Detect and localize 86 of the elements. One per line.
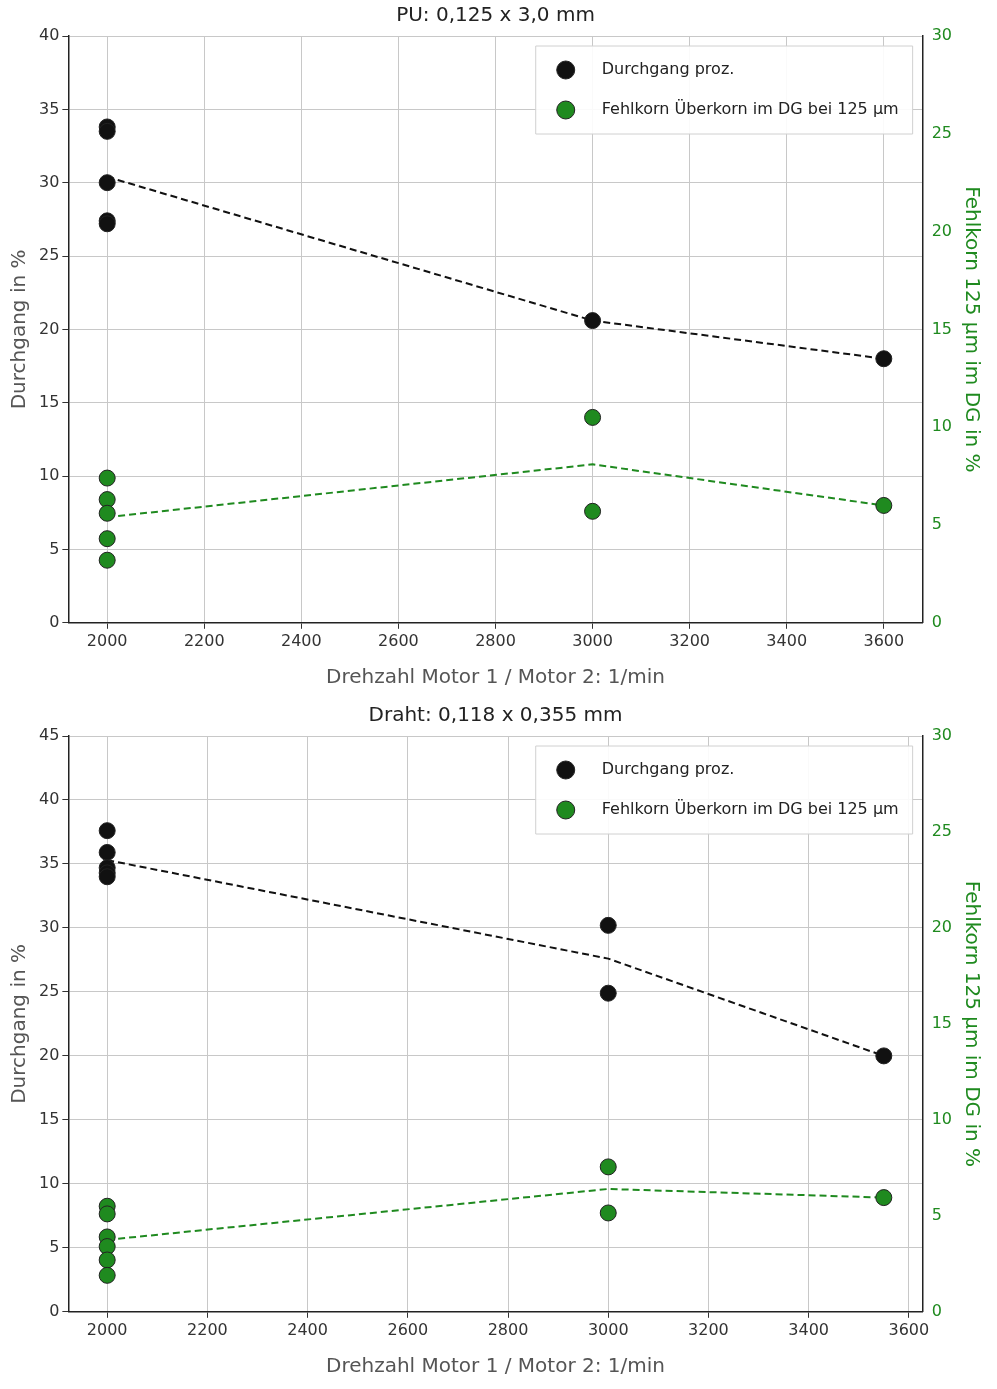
x-tick-label: 2800 <box>487 1319 529 1339</box>
x-tick-label: 3200 <box>669 630 711 650</box>
y-tick-label: 20 <box>39 1045 60 1065</box>
x-tick-label: 2200 <box>183 630 225 650</box>
point <box>98 469 116 487</box>
y-tick-label: 5 <box>49 538 60 558</box>
y2-tick-label: 25 <box>931 122 952 142</box>
point <box>599 1158 617 1176</box>
point <box>584 408 602 426</box>
y2-tick-label: 25 <box>931 821 952 841</box>
point <box>98 174 116 192</box>
y-tick-label: 25 <box>39 981 60 1001</box>
y-tick-label: 15 <box>39 391 60 411</box>
x-tick-label: 2800 <box>475 630 516 650</box>
y-tick-label: 30 <box>39 171 60 191</box>
point <box>599 984 617 1002</box>
legend-label: Fehlkorn Überkorn im DG bei 125 μm <box>601 799 899 819</box>
x-tick-label: 3000 <box>587 1319 629 1339</box>
point <box>98 1251 116 1269</box>
y2-tick-label: 15 <box>931 1013 952 1033</box>
x-tick-label: 3400 <box>788 1319 830 1339</box>
point <box>98 122 116 140</box>
x-tick-label: 2600 <box>378 630 419 650</box>
x-axis-title: Drehzahl Motor 1 / Motor 2: 1/min <box>326 1353 665 1378</box>
x-tick-label: 3000 <box>572 630 613 650</box>
point <box>599 1204 617 1222</box>
y2-tick-label: 10 <box>931 1109 952 1129</box>
x-tick-label: 3600 <box>888 1319 930 1339</box>
y-tick-label: 40 <box>39 25 60 45</box>
legend-label: Durchgang proz. <box>601 759 735 779</box>
x-tick-label: 3400 <box>766 630 808 650</box>
point <box>98 843 116 861</box>
x-axis-title: Drehzahl Motor 1 / Motor 2: 1/min <box>326 664 665 689</box>
y-tick-label: 45 <box>39 725 60 745</box>
x-tick-label: 3200 <box>688 1319 729 1339</box>
x-tick-label: 2200 <box>187 1319 228 1339</box>
point <box>98 1266 116 1284</box>
y-tick-label: 40 <box>39 789 60 809</box>
y2-axis-title: Fehlkorn 125 μm im DG in % <box>960 880 985 1168</box>
x-tick-label: 2400 <box>287 1319 328 1339</box>
y2-tick-label: 20 <box>931 917 952 937</box>
y2-tick-label: 30 <box>931 725 952 745</box>
y-tick-label: 15 <box>39 1109 60 1129</box>
y-tick-label: 20 <box>39 318 60 338</box>
point <box>98 504 116 522</box>
y-tick-label: 10 <box>39 1173 60 1192</box>
y-axis-title: Durchgang in % <box>6 943 31 1104</box>
y2-tick-label: 5 <box>931 514 942 534</box>
y2-axis-title: Fehlkorn 125 μm im DG in % <box>960 186 985 473</box>
x-tick-label: 3600 <box>863 630 905 650</box>
legend-label: Fehlkorn Überkorn im DG bei 125 μm <box>601 99 899 119</box>
legend-label: Durchgang proz. <box>601 59 735 79</box>
y-tick-label: 35 <box>39 853 60 873</box>
point <box>98 551 116 569</box>
point <box>98 530 116 548</box>
point <box>98 1205 116 1223</box>
y-axis-title: Durchgang in % <box>6 249 31 410</box>
point <box>599 916 617 934</box>
x-tick-label: 2000 <box>86 630 128 650</box>
y-tick-label: 10 <box>39 465 60 485</box>
y-tick-label: 0 <box>49 611 60 631</box>
chart-title: PU: 0,125 x 3,0 mm <box>396 2 595 27</box>
y2-tick-label: 15 <box>931 318 952 338</box>
point <box>584 502 602 520</box>
y-tick-label: 35 <box>39 98 60 118</box>
y2-tick-label: 5 <box>931 1204 942 1224</box>
y2-tick-label: 30 <box>931 25 952 45</box>
x-tick-label: 2400 <box>280 630 322 650</box>
point <box>875 1189 893 1207</box>
y2-tick-label: 20 <box>931 220 952 240</box>
y-tick-label: 5 <box>49 1236 60 1256</box>
y2-tick-label: 10 <box>931 416 952 436</box>
x-tick-label: 2600 <box>387 1319 429 1339</box>
point <box>875 496 893 514</box>
point <box>584 312 602 330</box>
point <box>98 822 116 840</box>
chart-title: Draht: 0,118 x 0,355 mm <box>368 702 623 727</box>
y-tick-label: 0 <box>49 1300 60 1320</box>
point <box>98 868 116 886</box>
x-tick-label: 2000 <box>86 1319 128 1339</box>
y-tick-label: 30 <box>39 917 60 937</box>
y2-tick-label: 0 <box>931 611 942 631</box>
y-tick-label: 25 <box>39 245 60 265</box>
point <box>875 350 893 368</box>
y2-tick-label: 0 <box>931 1300 942 1320</box>
point <box>875 1047 893 1065</box>
